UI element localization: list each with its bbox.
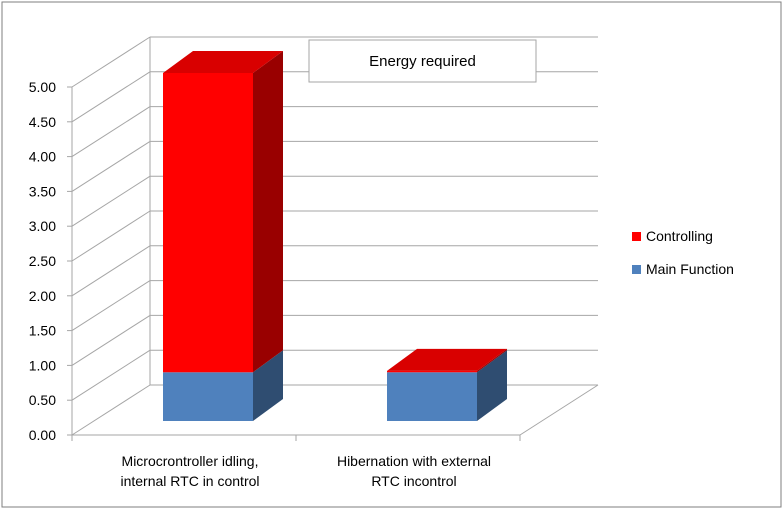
y-tick-label: 0.00 [29, 427, 56, 443]
category-label-line: Hibernation with external [337, 453, 491, 469]
bar [163, 372, 253, 421]
bar-stack [163, 51, 283, 421]
bar-top [163, 51, 283, 73]
gridline [71, 36, 598, 88]
category-label: Microcrontroller idling, internal RTC in … [120, 453, 259, 489]
category-labels: Microcrontroller idling, internal RTC in … [120, 453, 491, 489]
category-label-line: RTC incontrol [371, 473, 456, 489]
bar [387, 372, 477, 421]
chart-title: Energy required [369, 53, 476, 70]
floor-right-edge [519, 384, 599, 436]
y-tick-label: 2.00 [29, 288, 56, 304]
category-label-line: Microcrontroller idling, [122, 453, 259, 469]
y-tick-label: 1.50 [29, 323, 56, 339]
bar-side [253, 350, 283, 421]
legend-label: Main Function [646, 261, 734, 277]
legend: Controlling Main Function [632, 228, 734, 277]
category-label-line: internal RTC in control [120, 473, 259, 489]
y-tick-label: 4.00 [29, 149, 56, 165]
y-tick-label: 4.50 [29, 114, 56, 130]
bar-side [253, 51, 283, 373]
y-tick-label: 1.00 [29, 357, 56, 373]
legend-entry: Main Function [632, 261, 734, 277]
floor-left-edge [71, 384, 151, 436]
bar-stack [387, 348, 507, 421]
bar [387, 370, 477, 373]
category-label: Hibernation with external RTC incontrol [337, 453, 491, 489]
y-tick-label: 3.50 [29, 183, 56, 199]
bar [163, 73, 253, 373]
legend-label: Controlling [646, 228, 713, 244]
y-tick-label: 3.00 [29, 218, 56, 234]
legend-swatch [632, 265, 641, 274]
y-tick-label: 2.50 [29, 253, 56, 269]
y-tick-label: 5.00 [29, 79, 56, 95]
bar-side [477, 348, 507, 373]
y-tick-label: 0.50 [29, 392, 56, 408]
y-tick-labels: 0.00 0.50 1.00 1.50 2.00 2.50 3.00 3.50 4.00 4.50… [29, 79, 56, 443]
bars [163, 51, 507, 421]
legend-entry: Controlling [632, 228, 713, 244]
legend-swatch [632, 232, 641, 241]
bar-side [477, 350, 507, 421]
chart-title-box: Energy required [308, 39, 537, 83]
bar-top [387, 348, 507, 371]
